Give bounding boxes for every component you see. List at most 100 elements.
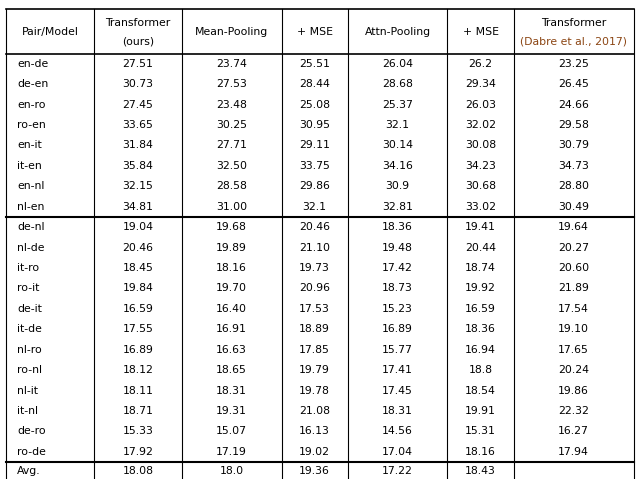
Text: en-ro: en-ro — [17, 100, 45, 110]
Text: 17.92: 17.92 — [122, 447, 154, 457]
Text: 28.80: 28.80 — [558, 182, 589, 191]
Text: Pair/Model: Pair/Model — [22, 26, 79, 36]
Text: 18.8: 18.8 — [468, 365, 493, 375]
Text: ro-it: ro-it — [17, 284, 39, 294]
Text: 26.04: 26.04 — [382, 59, 413, 69]
Text: 18.0: 18.0 — [220, 466, 244, 476]
Text: 20.60: 20.60 — [558, 263, 589, 273]
Text: 29.34: 29.34 — [465, 79, 496, 89]
Text: 18.45: 18.45 — [122, 263, 154, 273]
Text: 19.89: 19.89 — [216, 242, 247, 252]
Text: 16.13: 16.13 — [299, 426, 330, 436]
Text: 19.41: 19.41 — [465, 222, 496, 232]
Text: 30.73: 30.73 — [122, 79, 154, 89]
Text: Mean-Pooling: Mean-Pooling — [195, 26, 268, 36]
Text: 19.31: 19.31 — [216, 406, 247, 416]
Text: 19.10: 19.10 — [558, 324, 589, 334]
Text: 16.91: 16.91 — [216, 324, 247, 334]
Text: 15.23: 15.23 — [382, 304, 413, 314]
Text: 16.59: 16.59 — [122, 304, 154, 314]
Text: en-nl: en-nl — [17, 182, 44, 191]
Text: 19.78: 19.78 — [299, 386, 330, 396]
Text: Attn-Pooling: Attn-Pooling — [365, 26, 431, 36]
Text: 30.9: 30.9 — [385, 182, 410, 191]
Text: 18.36: 18.36 — [382, 222, 413, 232]
Text: 16.89: 16.89 — [122, 345, 154, 354]
Text: 17.94: 17.94 — [558, 447, 589, 457]
Text: 32.1: 32.1 — [303, 202, 326, 212]
Text: 18.71: 18.71 — [122, 406, 154, 416]
Text: 29.86: 29.86 — [299, 182, 330, 191]
Text: de-nl: de-nl — [17, 222, 44, 232]
Text: 16.89: 16.89 — [382, 324, 413, 334]
Text: nl-de: nl-de — [17, 242, 44, 252]
Text: (ours): (ours) — [122, 36, 154, 46]
Text: 22.32: 22.32 — [558, 406, 589, 416]
Text: 18.08: 18.08 — [122, 466, 154, 476]
Text: 19.02: 19.02 — [299, 447, 330, 457]
Text: 23.25: 23.25 — [558, 59, 589, 69]
Text: 21.89: 21.89 — [558, 284, 589, 294]
Text: 15.31: 15.31 — [465, 426, 496, 436]
Text: 19.64: 19.64 — [558, 222, 589, 232]
Text: 19.91: 19.91 — [465, 406, 496, 416]
Text: 17.19: 17.19 — [216, 447, 247, 457]
Text: 31.00: 31.00 — [216, 202, 247, 212]
Text: 26.03: 26.03 — [465, 100, 496, 110]
Text: 29.11: 29.11 — [299, 140, 330, 150]
Text: + MSE: + MSE — [463, 26, 499, 36]
Text: 27.51: 27.51 — [122, 59, 154, 69]
Text: 17.85: 17.85 — [299, 345, 330, 354]
Text: 16.94: 16.94 — [465, 345, 496, 354]
Text: 27.53: 27.53 — [216, 79, 247, 89]
Text: 32.81: 32.81 — [382, 202, 413, 212]
Text: ro-nl: ro-nl — [17, 365, 42, 375]
Text: Transformer: Transformer — [541, 18, 606, 28]
Text: Avg.: Avg. — [17, 466, 40, 476]
Text: 28.58: 28.58 — [216, 182, 247, 191]
Text: en-de: en-de — [17, 59, 48, 69]
Text: nl-en: nl-en — [17, 202, 44, 212]
Text: 17.53: 17.53 — [299, 304, 330, 314]
Text: (Dabre et al., 2017): (Dabre et al., 2017) — [520, 36, 627, 46]
Text: 15.77: 15.77 — [382, 345, 413, 354]
Text: 26.2: 26.2 — [468, 59, 493, 69]
Text: ro-de: ro-de — [17, 447, 46, 457]
Text: 19.84: 19.84 — [122, 284, 154, 294]
Text: 16.40: 16.40 — [216, 304, 247, 314]
Text: 34.16: 34.16 — [382, 161, 413, 171]
Text: 18.12: 18.12 — [122, 365, 154, 375]
Text: it-en: it-en — [17, 161, 42, 171]
Text: Transformer: Transformer — [106, 18, 170, 28]
Text: it-nl: it-nl — [17, 406, 38, 416]
Text: 19.79: 19.79 — [299, 365, 330, 375]
Text: de-en: de-en — [17, 79, 48, 89]
Text: 14.56: 14.56 — [382, 426, 413, 436]
Text: 18.54: 18.54 — [465, 386, 496, 396]
Text: 21.08: 21.08 — [299, 406, 330, 416]
Text: 15.07: 15.07 — [216, 426, 247, 436]
Text: 18.16: 18.16 — [216, 263, 247, 273]
Text: 18.31: 18.31 — [216, 386, 247, 396]
Text: it-ro: it-ro — [17, 263, 39, 273]
Text: 30.95: 30.95 — [299, 120, 330, 130]
Text: 33.75: 33.75 — [299, 161, 330, 171]
Text: 31.84: 31.84 — [122, 140, 154, 150]
Text: 18.74: 18.74 — [465, 263, 496, 273]
Text: 30.49: 30.49 — [558, 202, 589, 212]
Text: nl-ro: nl-ro — [17, 345, 42, 354]
Text: 35.84: 35.84 — [122, 161, 154, 171]
Text: 30.14: 30.14 — [382, 140, 413, 150]
Text: 32.50: 32.50 — [216, 161, 247, 171]
Text: ro-en: ro-en — [17, 120, 45, 130]
Text: 27.45: 27.45 — [122, 100, 154, 110]
Text: 32.02: 32.02 — [465, 120, 496, 130]
Text: 19.70: 19.70 — [216, 284, 247, 294]
Text: 32.1: 32.1 — [385, 120, 410, 130]
Text: 18.89: 18.89 — [299, 324, 330, 334]
Text: en-it: en-it — [17, 140, 42, 150]
Text: 17.04: 17.04 — [382, 447, 413, 457]
Text: 19.36: 19.36 — [299, 466, 330, 476]
Text: it-de: it-de — [17, 324, 42, 334]
Text: 17.45: 17.45 — [382, 386, 413, 396]
